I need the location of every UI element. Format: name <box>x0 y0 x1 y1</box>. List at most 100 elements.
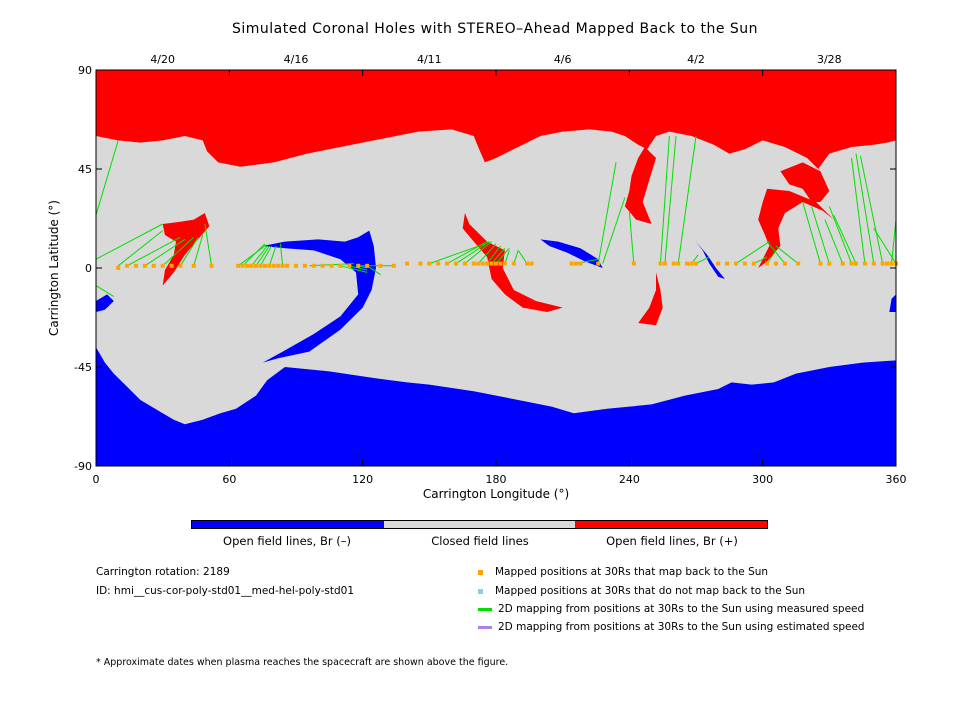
pos-hole-1 <box>162 213 210 286</box>
legend-mapped-label: Mapped positions at 30Rs that map back t… <box>495 566 769 578</box>
mapped-point <box>849 261 854 266</box>
axes: 0 60 120 180 240 300 360 90 45 0 -45 -90 4/20 4/16 4/1… <box>74 53 906 486</box>
mapped-point <box>245 263 250 268</box>
y-tick-label: -45 <box>74 361 92 374</box>
mapped-point <box>178 263 183 268</box>
measured-mapping-line <box>180 236 199 267</box>
top-date-label: 4/6 <box>554 53 572 66</box>
mapped-point <box>302 263 307 268</box>
measured-mapping-line <box>628 210 635 264</box>
measured-mapping-line <box>162 236 195 267</box>
mapped-point <box>685 261 690 266</box>
mapped-point <box>476 261 481 266</box>
mapped-point <box>191 263 196 268</box>
mapped-point <box>578 261 583 266</box>
x-tick-label: 0 <box>93 473 100 486</box>
mapped-point <box>258 263 263 268</box>
measured-mapping-line <box>495 247 510 264</box>
measured-mapping-line <box>735 241 770 265</box>
measured-mapping-line <box>204 223 213 266</box>
mapped-point <box>725 261 730 266</box>
pos-hole-4 <box>638 272 663 326</box>
measured-mapping-line <box>695 256 710 265</box>
measured-mapping-line <box>851 157 866 264</box>
legend-unmapped: Mapped positions at 30Rs that do not map… <box>478 585 805 597</box>
measured-mapping-line <box>464 241 492 264</box>
legend-unmapped-label: Mapped positions at 30Rs that do not map… <box>495 585 806 597</box>
mapped-point <box>529 261 534 266</box>
mapped-point <box>774 261 778 266</box>
mapped-point <box>329 263 334 268</box>
mapped-point <box>889 261 894 266</box>
measured-mapping-line <box>513 250 519 264</box>
mapped-point <box>596 261 601 266</box>
measured-mapping-line <box>255 245 270 267</box>
model-id: ID: hmi__cus-cor-poly-std01__med-hel-pol… <box>96 585 355 597</box>
mapped-point <box>236 263 241 268</box>
measured-mapping-line <box>260 245 272 267</box>
measured-mapping-line <box>251 245 268 267</box>
mapped-point <box>742 261 747 266</box>
mapped-point <box>734 261 738 266</box>
measured-mapping-line <box>446 241 488 265</box>
mapped-point <box>676 261 681 266</box>
measured-mapping-line <box>491 247 506 264</box>
x-tick-label: 120 <box>352 473 373 486</box>
legend-estimated-label: 2D mapping from positions at 30Rs to the… <box>498 621 865 633</box>
mapped-point <box>151 263 156 268</box>
mapped-point <box>827 261 832 266</box>
measured-mapping-line <box>602 197 626 264</box>
measured-mapping-line <box>597 162 617 264</box>
mapped-point <box>280 263 285 268</box>
mapped-point <box>671 261 676 266</box>
y-tick-label: 45 <box>78 163 92 176</box>
x-tick-label: 180 <box>486 473 507 486</box>
mapped-point <box>209 263 214 268</box>
measured-mapping-line <box>824 219 844 264</box>
colorbar-open-negative <box>192 521 384 528</box>
mapped-point <box>871 261 876 266</box>
measured-mapping-line <box>891 219 897 264</box>
mapped-point <box>347 263 352 268</box>
mapped-point <box>840 261 845 266</box>
mapped-point <box>445 261 450 266</box>
top-date-label: 4/20 <box>150 53 175 66</box>
mapped-point <box>276 263 281 268</box>
mapped-point <box>480 261 485 266</box>
mapped-point <box>418 261 423 266</box>
mapped-point <box>818 261 823 266</box>
mapped-point <box>854 261 858 266</box>
mapped-point <box>365 263 370 268</box>
x-tick-label: 300 <box>752 473 773 486</box>
pos-hole-2 <box>462 213 563 312</box>
pos-hole-3 <box>624 147 656 224</box>
measured-mapping-line <box>193 234 204 266</box>
measured-mapping-line <box>95 140 119 216</box>
mapped-point <box>405 261 410 266</box>
measured-mapping-line <box>766 241 786 264</box>
measured-mapping-line <box>753 256 768 265</box>
x-tick-label: 240 <box>619 473 640 486</box>
mapped-point <box>716 261 721 266</box>
measured-mapping-line <box>659 135 670 264</box>
carrington-rotation: Carrington rotation: 2189 <box>96 566 230 578</box>
mapped-point <box>489 261 494 266</box>
colorbar-label-negative: Open field lines, Br (–) <box>223 534 351 548</box>
measured-mapping-line <box>279 243 284 266</box>
mapped-point <box>262 263 267 268</box>
mapped-point <box>294 263 298 268</box>
y-tick-label: -90 <box>74 460 92 473</box>
chart-title: Simulated Coronal Holes with STEREO–Ahea… <box>231 21 759 37</box>
mapped-point <box>689 261 694 266</box>
footnote: * Approximate dates when plasma reaches … <box>96 657 509 668</box>
top-date-label: 4/11 <box>417 53 442 66</box>
measured-mapping-line <box>237 245 266 267</box>
south-polar-open-negative <box>96 347 896 466</box>
legend-measured: 2D mapping from positions at 30Rs to the… <box>478 603 864 615</box>
measured-mapping-line <box>766 250 777 264</box>
neg-hole-2 <box>540 239 603 268</box>
mapped-point <box>471 261 476 266</box>
measured-mapping-line <box>117 230 163 267</box>
mapped-point <box>454 261 458 266</box>
neg-hole-3 <box>696 241 725 279</box>
